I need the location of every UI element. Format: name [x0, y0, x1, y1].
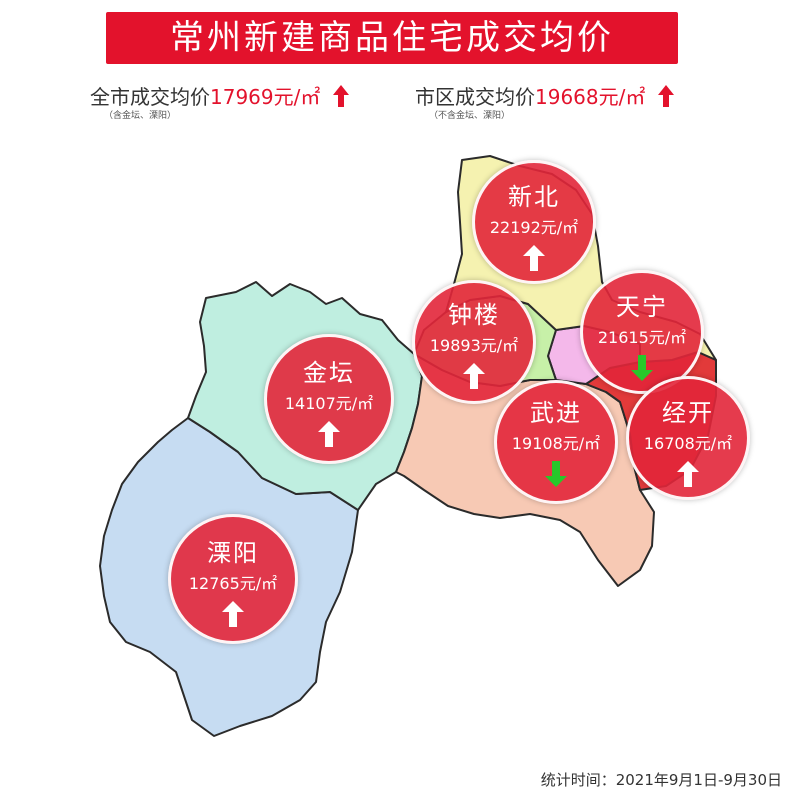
district-bubble-zhonglou[interactable]: 钟楼 19893元/㎡ [412, 280, 536, 404]
trend-up-icon [318, 421, 340, 447]
trend-up-icon [657, 85, 674, 107]
page-title: 常州新建商品住宅成交均价 [106, 12, 678, 64]
trend-down-icon [631, 355, 653, 381]
district-price: 19893元/㎡ [429, 336, 519, 355]
trend-up-icon [332, 85, 349, 107]
trend-up-icon [463, 363, 485, 389]
district-price: 22192元/㎡ [489, 218, 579, 237]
district-bubble-jintan[interactable]: 金坛 14107元/㎡ [264, 334, 394, 464]
district-name: 新北 [508, 183, 560, 211]
city-average-note: （含金坛、溧阳） [104, 111, 177, 121]
district-bubble-tianning[interactable]: 天宁 21615元/㎡ [580, 270, 704, 394]
city-average-value: 17969元/㎡ [210, 85, 321, 109]
district-name: 经开 [662, 399, 714, 427]
trend-up-icon [222, 601, 244, 627]
district-name: 武进 [530, 399, 582, 427]
district-price: 14107元/㎡ [284, 394, 374, 413]
urban-average-value: 19668元/㎡ [535, 85, 646, 109]
district-price: 12765元/㎡ [188, 574, 278, 593]
trend-up-icon [523, 245, 545, 271]
trend-down-icon [545, 461, 567, 487]
district-name: 溧阳 [207, 539, 259, 567]
district-bubble-wujin[interactable]: 武进 19108元/㎡ [494, 380, 618, 504]
urban-average-note: （不含金坛、溧阳） [429, 111, 511, 121]
city-average-label: 全市成交均价 [90, 85, 210, 109]
trend-up-icon [677, 461, 699, 487]
district-name: 天宁 [616, 293, 668, 321]
district-bubble-liyang[interactable]: 溧阳 12765元/㎡ [168, 514, 298, 644]
city-average-block: 全市成交均价17969元/㎡ （含金坛、溧阳） [90, 84, 349, 121]
district-bubble-jingkai[interactable]: 经开 16708元/㎡ [626, 376, 750, 500]
district-price: 16708元/㎡ [643, 434, 733, 453]
urban-average-block: 市区成交均价19668元/㎡ （不含金坛、溧阳） [415, 84, 674, 121]
district-name: 金坛 [303, 359, 355, 387]
urban-average-label: 市区成交均价 [415, 85, 535, 109]
district-bubble-xinbei[interactable]: 新北 22192元/㎡ [472, 160, 596, 284]
district-name: 钟楼 [448, 301, 500, 329]
statistics-period-note: 统计时间：2021年9月1日-9月30日 [540, 771, 782, 789]
district-price: 21615元/㎡ [597, 328, 687, 347]
district-price: 19108元/㎡ [511, 434, 601, 453]
